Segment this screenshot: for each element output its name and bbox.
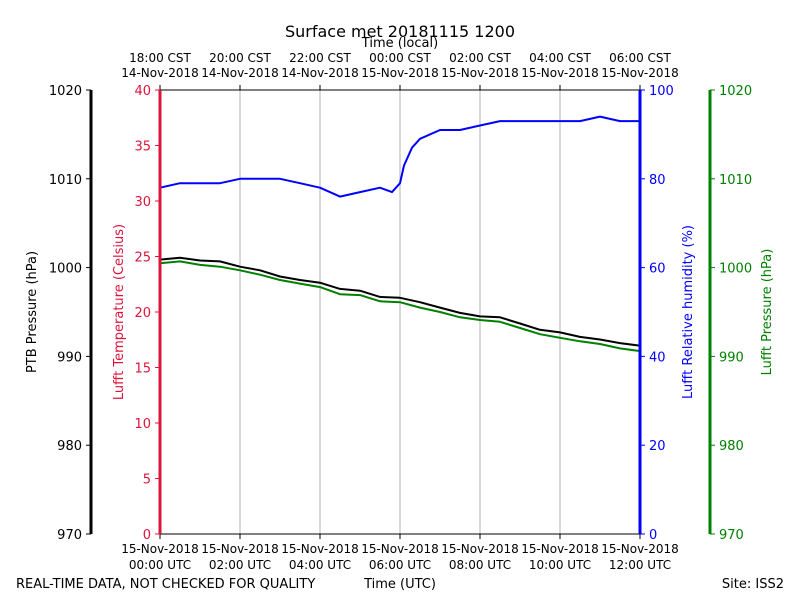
x-tick-time: 00:00 UTC <box>129 558 191 572</box>
temperature-tick-label: 35 <box>134 140 151 155</box>
ptb_pressure-tick-label: 1010 <box>49 173 82 188</box>
top-tick-time: 22:00 CST <box>289 51 351 65</box>
quality-disclaimer: REAL-TIME DATA, NOT CHECKED FOR QUALITY <box>16 577 315 592</box>
x-tick-time: 02:00 UTC <box>209 558 271 572</box>
humidity-tick-label: 0 <box>649 528 657 543</box>
ptb_pressure-tick-label: 990 <box>57 350 82 365</box>
ptb-pressure-axis-label: PTB Pressure (hPa) <box>25 251 40 373</box>
temperature-tick-label: 15 <box>134 362 151 377</box>
site-label: Site: ISS2 <box>722 577 784 592</box>
top-tick-time: 20:00 CST <box>209 51 271 65</box>
ptb_pressure-tick-label: 1000 <box>49 262 82 277</box>
axes: 15-Nov-2018 00:00 UTC 15-Nov-2018 02:00 UTC… <box>25 51 775 572</box>
humidity-axis-label: Lufft Relative humidity (%) <box>681 225 696 399</box>
lufft_pressure-tick-label: 990 <box>719 350 744 365</box>
series-line-lufft-relative-humidity <box>159 115 640 198</box>
x-tick-date: 15-Nov-2018 <box>281 542 359 556</box>
humidity-tick-label: 20 <box>649 439 666 454</box>
top-tick-time: 02:00 CST <box>449 51 511 65</box>
temperature-tick-label: 10 <box>134 417 151 432</box>
x-tick-time: 12:00 UTC <box>609 558 671 572</box>
top-tick-time: 04:00 CST <box>529 51 591 65</box>
x-tick-time: 04:00 UTC <box>289 558 351 572</box>
temperature-tick-label: 0 <box>143 528 151 543</box>
top-tick-date: 15-Nov-2018 <box>521 66 599 80</box>
x-tick-time: 10:00 UTC <box>529 558 591 572</box>
series-lines <box>159 115 641 353</box>
x-tick-time: 06:00 UTC <box>369 558 431 572</box>
x-tick-time: 08:00 UTC <box>449 558 511 572</box>
lufft_pressure-tick-label: 1020 <box>719 84 752 99</box>
top-tick-date: 14-Nov-2018 <box>281 66 359 80</box>
humidity-tick-label: 100 <box>649 84 674 99</box>
chart-title: Surface met 20181115 1200 <box>285 22 515 41</box>
top-tick-date: 15-Nov-2018 <box>601 66 679 80</box>
top-tick-date: 14-Nov-2018 <box>121 66 199 80</box>
top-tick-date: 14-Nov-2018 <box>201 66 279 80</box>
temperature-tick-label: 20 <box>134 306 151 321</box>
series-line-ptb-pressure <box>159 256 641 347</box>
x-tick-date: 15-Nov-2018 <box>601 542 679 556</box>
top-axis-label: Time (local) <box>361 36 438 51</box>
ptb_pressure-tick-label: 970 <box>57 528 82 543</box>
top-tick-date: 15-Nov-2018 <box>441 66 519 80</box>
humidity-tick-label: 80 <box>649 173 666 188</box>
lufft-pressure-axis-label: Lufft Pressure (hPa) <box>760 249 775 376</box>
top-tick-time: 18:00 CST <box>129 51 191 65</box>
temperature-tick-label: 30 <box>134 195 151 210</box>
bottom-axis-label: Time (UTC) <box>363 577 436 592</box>
lufft_pressure-tick-label: 970 <box>719 528 744 543</box>
x-tick-date: 15-Nov-2018 <box>201 542 279 556</box>
top-tick-date: 15-Nov-2018 <box>361 66 439 80</box>
x-tick-date: 15-Nov-2018 <box>121 542 199 556</box>
temperature-tick-label: 5 <box>143 473 151 488</box>
temperature-tick-label: 40 <box>134 84 151 99</box>
series-line-lufft-pressure <box>159 260 641 353</box>
lufft_pressure-tick-label: 1000 <box>719 262 752 277</box>
humidity-tick-label: 60 <box>649 262 666 277</box>
ptb_pressure-tick-label: 1020 <box>49 84 82 99</box>
top-tick-time: 00:00 CST <box>369 51 431 65</box>
temperature-axis-label: Lufft Temperature (Celsius) <box>112 224 127 400</box>
top-tick-time: 06:00 CST <box>609 51 671 65</box>
x-tick-date: 15-Nov-2018 <box>441 542 519 556</box>
ptb_pressure-tick-label: 980 <box>57 439 82 454</box>
grid-lines <box>239 90 561 534</box>
humidity-tick-label: 40 <box>649 350 666 365</box>
x-tick-date: 15-Nov-2018 <box>361 542 439 556</box>
lufft_pressure-tick-label: 980 <box>719 439 744 454</box>
x-tick-date: 15-Nov-2018 <box>521 542 599 556</box>
lufft_pressure-tick-label: 1010 <box>719 173 752 188</box>
temperature-tick-label: 25 <box>134 251 151 266</box>
